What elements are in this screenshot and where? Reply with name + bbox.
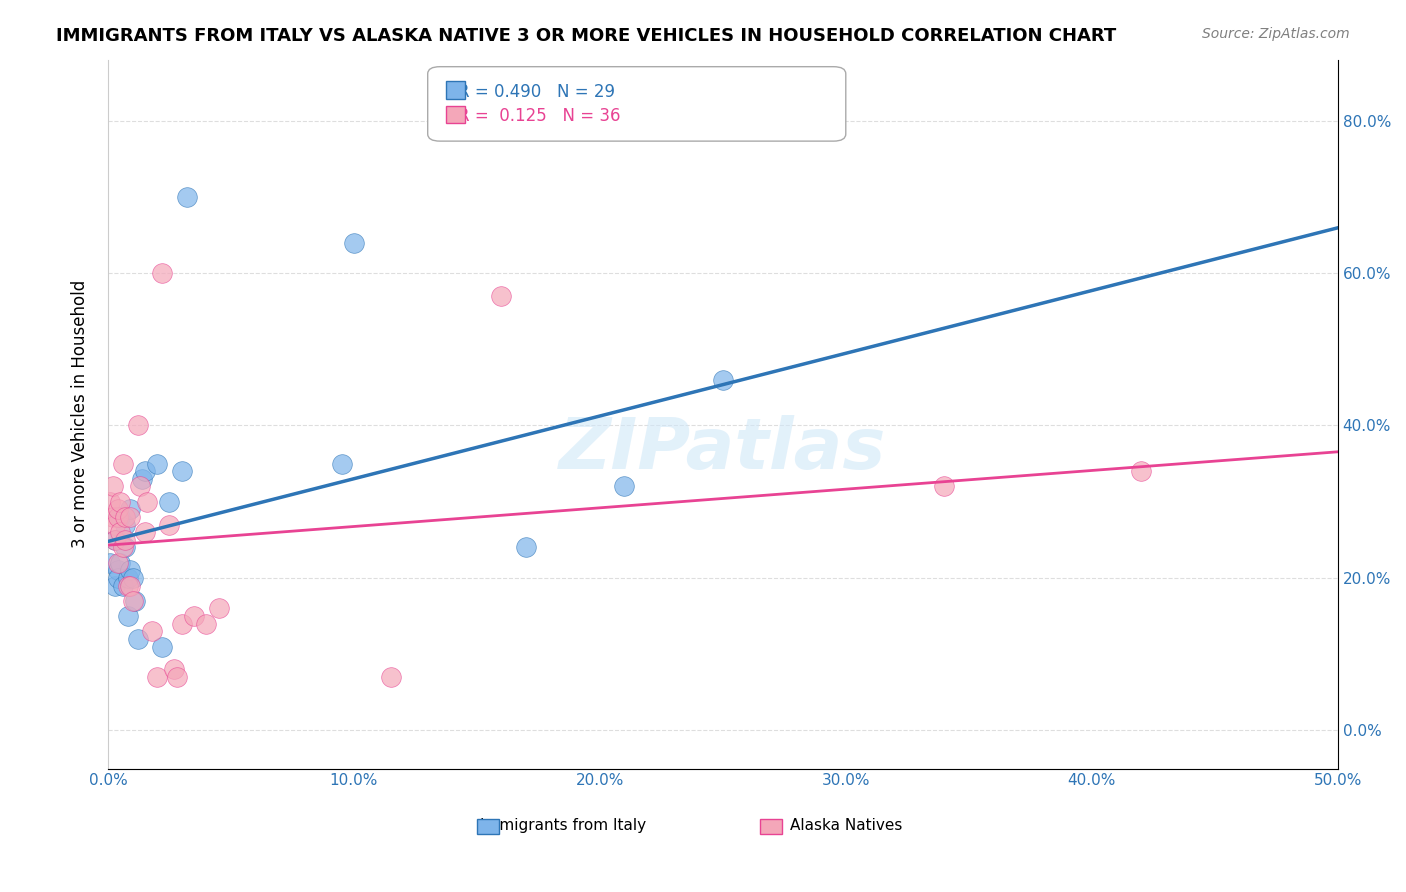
Point [104, 578, 127, 592]
Point [120, 502, 142, 516]
Bar [446, 81, 464, 99]
Bar [759, 819, 782, 834]
Point [166, 670, 188, 684]
Point [141, 624, 163, 639]
Point [170, 464, 193, 478]
Point [134, 525, 156, 540]
Point [110, 556, 132, 570]
Point [120, 510, 142, 524]
Bar [477, 819, 499, 834]
Point [117, 609, 139, 624]
Point [195, 616, 218, 631]
Point [107, 502, 129, 516]
Point [117, 571, 139, 585]
Point [150, 266, 173, 280]
Point [101, 510, 124, 524]
FancyBboxPatch shape [427, 67, 846, 141]
Point [121, 571, 143, 585]
Text: Immigrants from Italy: Immigrants from Italy [479, 818, 645, 833]
Point [114, 510, 136, 524]
Text: IMMIGRANTS FROM ITALY VS ALASKA NATIVE 3 OR MORE VEHICLES IN HOUSEHOLD CORRELATI: IMMIGRANTS FROM ITALY VS ALASKA NATIVE 3… [56, 27, 1116, 45]
Point [114, 533, 136, 547]
Point [711, 373, 734, 387]
Point [120, 578, 142, 592]
Point [111, 457, 134, 471]
Point [110, 510, 132, 524]
Point [100, 556, 122, 570]
Point [114, 541, 136, 555]
Point [1129, 464, 1152, 478]
Point [110, 525, 132, 540]
Point [111, 578, 134, 592]
Y-axis label: 3 or more Vehicles in Household: 3 or more Vehicles in Household [72, 280, 89, 549]
Point [107, 556, 129, 570]
Point [111, 541, 134, 555]
Point [515, 541, 537, 555]
Text: Source: ZipAtlas.com: Source: ZipAtlas.com [1202, 27, 1350, 41]
Text: R =  0.125   N = 36: R = 0.125 N = 36 [458, 107, 621, 125]
Text: ZIPatlas: ZIPatlas [560, 415, 887, 484]
Point [131, 472, 153, 486]
Point [183, 609, 205, 624]
Point [100, 494, 122, 508]
Point [107, 510, 129, 524]
Text: Alaska Natives: Alaska Natives [790, 818, 903, 833]
Point [613, 479, 636, 493]
Point [330, 457, 353, 471]
Point [146, 670, 169, 684]
Point [170, 616, 193, 631]
Point [934, 479, 956, 493]
Bar [446, 105, 464, 123]
Point [104, 533, 127, 547]
Point [136, 494, 159, 508]
Point [159, 494, 181, 508]
Point [150, 640, 173, 654]
Point [101, 479, 124, 493]
Point [110, 494, 132, 508]
Point [159, 517, 181, 532]
Point [163, 662, 186, 676]
Point [124, 594, 146, 608]
Point [176, 190, 198, 204]
Point [107, 563, 129, 577]
Point [121, 594, 143, 608]
Point [491, 289, 513, 303]
Point [129, 479, 152, 493]
Point [107, 571, 129, 585]
Point [127, 632, 149, 646]
Point [120, 563, 142, 577]
Point [134, 464, 156, 478]
Point [127, 418, 149, 433]
Point [104, 533, 127, 547]
Point [117, 578, 139, 592]
Point [380, 670, 402, 684]
Point [208, 601, 231, 615]
Point [343, 235, 366, 250]
Point [114, 517, 136, 532]
Point [104, 517, 127, 532]
Text: R = 0.490   N = 29: R = 0.490 N = 29 [458, 82, 616, 101]
Point [146, 457, 169, 471]
